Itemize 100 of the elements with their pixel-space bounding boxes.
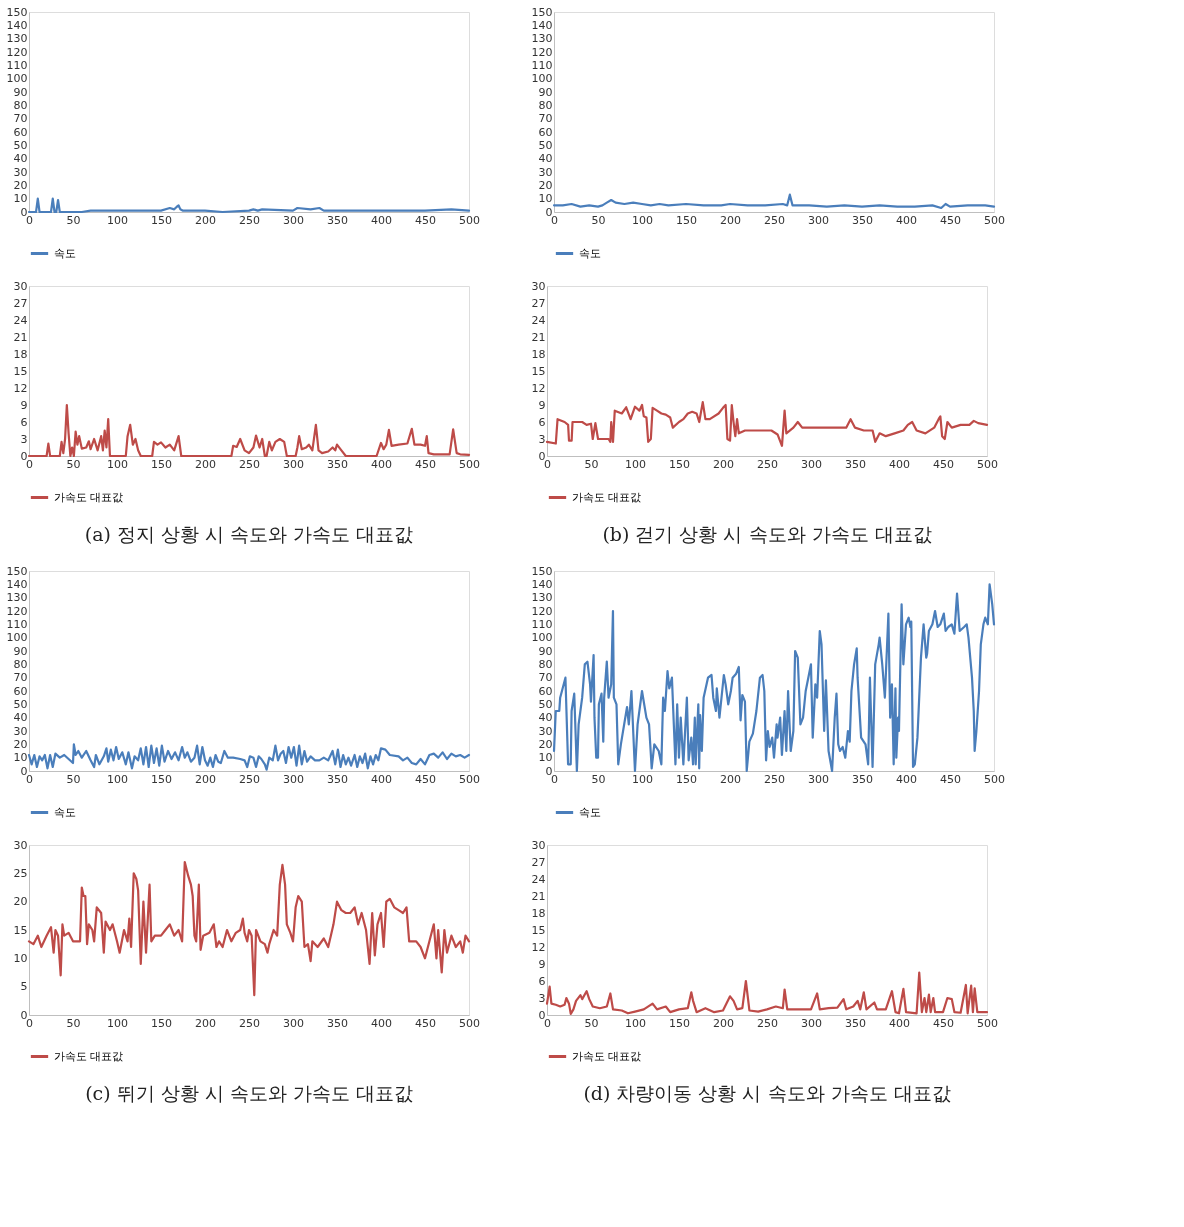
x-tick-label: 50 — [591, 772, 606, 786]
x-tick-label: 100 — [107, 457, 128, 471]
y-tick-label: 30 — [538, 724, 553, 738]
x-tick-label: 200 — [720, 213, 741, 227]
y-tick-label: 80 — [13, 657, 28, 671]
y-tick-label: 150 — [531, 564, 553, 578]
y-tick-label: 120 — [6, 604, 28, 618]
y-tick-label: 10 — [538, 751, 553, 765]
y-tick-label: 140 — [531, 577, 553, 591]
x-tick-label: 450 — [933, 1016, 954, 1030]
x-tick-label: 400 — [371, 457, 392, 471]
y-tick-label: 100 — [531, 631, 553, 645]
x-tick-label: 400 — [371, 213, 392, 227]
legend-label: 속도 — [54, 246, 76, 260]
x-tick-label: 450 — [415, 457, 436, 471]
y-tick-label: 3 — [538, 432, 546, 446]
line-series — [545, 401, 989, 447]
y-tick-label: 90 — [13, 85, 28, 99]
y-tick-label: 21 — [13, 330, 28, 344]
y-tick-label: 15 — [13, 923, 28, 937]
x-tick-label: 500 — [459, 1016, 480, 1030]
y-tick-label: 10 — [13, 951, 28, 965]
x-tick-label: 350 — [852, 213, 873, 227]
legend-label: 속도 — [579, 246, 601, 260]
x-tick-label: 300 — [801, 1016, 822, 1030]
x-tick-label: 250 — [764, 213, 785, 227]
x-tick-label: 300 — [283, 772, 304, 786]
y-tick-label: 150 — [6, 5, 28, 19]
y-tick-label: 60 — [538, 125, 553, 139]
x-tick-label: 50 — [66, 1016, 81, 1030]
y-tick-label: 9 — [538, 957, 546, 971]
y-tick-label: 90 — [13, 644, 28, 658]
x-tick-label: 150 — [669, 1016, 690, 1030]
y-tick-label: 70 — [538, 671, 553, 685]
x-tick-label: 50 — [584, 457, 599, 471]
line-series — [27, 860, 471, 997]
x-tick-label: 300 — [808, 213, 829, 227]
x-tick-label: 200 — [713, 1016, 734, 1030]
y-tick-label: 30 — [531, 279, 546, 293]
y-tick-label: 30 — [13, 838, 28, 852]
legend-label: 가속도 대표값 — [572, 490, 642, 504]
y-tick-label: 24 — [531, 872, 546, 886]
y-tick-label: 70 — [13, 112, 28, 126]
y-tick-label: 100 — [6, 72, 28, 86]
x-tick-label: 450 — [940, 213, 961, 227]
y-tick-label: 130 — [6, 591, 28, 605]
x-tick-label: 450 — [415, 213, 436, 227]
x-tick-label: 250 — [757, 457, 778, 471]
x-tick-label: 150 — [669, 457, 690, 471]
y-tick-label: 60 — [538, 684, 553, 698]
x-tick-label: 150 — [676, 213, 697, 227]
y-tick-label: 27 — [531, 296, 546, 310]
x-tick-label: 350 — [852, 772, 873, 786]
y-tick-label: 9 — [20, 398, 28, 412]
x-tick-label: 250 — [239, 213, 260, 227]
y-tick-label: 6 — [538, 974, 546, 988]
y-tick-label: 10 — [13, 751, 28, 765]
x-tick-label: 50 — [66, 213, 81, 227]
x-tick-label: 300 — [808, 772, 829, 786]
x-tick-label: 200 — [195, 772, 216, 786]
y-tick-label: 30 — [538, 165, 553, 179]
y-tick-label: 20 — [13, 737, 28, 751]
x-tick-label: 200 — [195, 1016, 216, 1030]
x-tick-label: 150 — [151, 1016, 172, 1030]
y-tick-label: 20 — [13, 895, 28, 909]
y-tick-label: 150 — [6, 564, 28, 578]
x-tick-label: 150 — [151, 772, 172, 786]
legend-label: 가속도 대표값 — [572, 1049, 642, 1063]
x-tick-label: 250 — [764, 772, 785, 786]
legend-label: 가속도 대표값 — [54, 1049, 124, 1063]
x-tick-label: 200 — [713, 457, 734, 471]
x-tick-label: 250 — [239, 1016, 260, 1030]
x-tick-label: 300 — [283, 1016, 304, 1030]
y-tick-label: 110 — [6, 58, 28, 72]
y-tick-label: 80 — [538, 98, 553, 112]
y-tick-label: 140 — [6, 18, 28, 32]
y-tick-label: 130 — [531, 32, 553, 46]
x-tick-label: 500 — [977, 1016, 998, 1030]
y-tick-label: 100 — [6, 631, 28, 645]
y-tick-label: 20 — [538, 178, 553, 192]
y-tick-label: 40 — [13, 152, 28, 166]
y-tick-label: 80 — [13, 98, 28, 112]
y-tick-label: 70 — [538, 112, 553, 126]
x-tick-label: 400 — [889, 457, 910, 471]
x-tick-label: 100 — [632, 213, 653, 227]
x-tick-label: 450 — [415, 772, 436, 786]
y-tick-label: 90 — [538, 85, 553, 99]
y-tick-label: 60 — [13, 684, 28, 698]
y-tick-label: 3 — [20, 432, 28, 446]
y-tick-label: 9 — [538, 398, 546, 412]
x-tick-label: 350 — [845, 457, 866, 471]
y-tick-label: 120 — [531, 45, 553, 59]
y-tick-label: 5 — [20, 980, 28, 994]
y-tick-label: 80 — [538, 657, 553, 671]
text: (d) 차량이동 상황 시 속도와 가속도 대표값 — [583, 1082, 951, 1104]
y-tick-label: 110 — [6, 617, 28, 631]
x-tick-label: 300 — [283, 457, 304, 471]
y-tick-label: 120 — [531, 604, 553, 618]
x-tick-label: 500 — [977, 457, 998, 471]
y-tick-label: 130 — [531, 591, 553, 605]
